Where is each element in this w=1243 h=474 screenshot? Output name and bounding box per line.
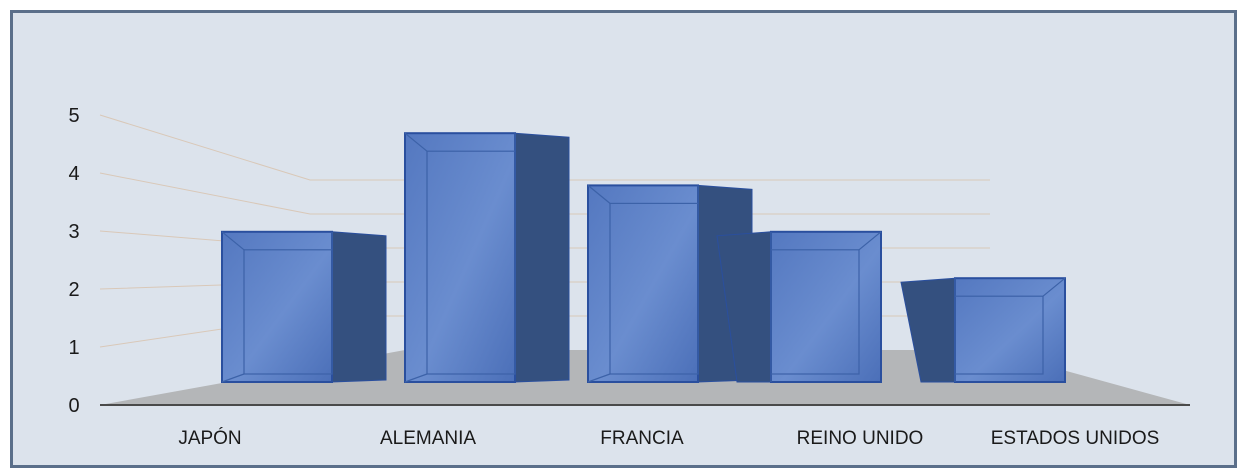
bar-inner-edge <box>426 150 516 375</box>
y-tick-label: 4 <box>68 163 79 185</box>
bar-front-face <box>221 230 333 383</box>
bar-top-edge <box>404 132 428 152</box>
x-tick-label: JAPÓN <box>178 427 241 449</box>
x-tick-label: FRANCIA <box>600 428 684 449</box>
bar-front-face <box>770 230 882 383</box>
y-tick-label: 5 <box>68 105 79 127</box>
bar-inner-edge <box>770 249 860 375</box>
bar-front-face <box>404 132 516 383</box>
x-tick-label: ESTADOS UNIDOS <box>991 428 1160 449</box>
bar-side-face <box>514 132 570 383</box>
y-tick-label: 1 <box>68 337 79 359</box>
bar-top-edge <box>1042 277 1066 297</box>
bar <box>900 277 1066 384</box>
gridline <box>99 114 990 181</box>
x-tick-label: ALEMANIA <box>380 428 476 449</box>
bar-top-edge <box>221 231 245 251</box>
bar-top-edge <box>858 231 882 251</box>
bar-front-face <box>587 184 699 383</box>
y-tick-label: 3 <box>68 221 79 243</box>
bar-bottom-edge <box>404 373 428 383</box>
gridline <box>99 172 990 215</box>
y-tick-label: 0 <box>68 395 79 417</box>
bar-inner-edge <box>954 295 1044 375</box>
y-tick-label: 2 <box>68 279 79 301</box>
bar-front-face <box>954 277 1066 384</box>
bar <box>404 132 570 383</box>
bar-inner-edge <box>243 249 333 375</box>
bar <box>221 230 387 383</box>
x-tick-label: REINO UNIDO <box>797 428 924 449</box>
bar <box>716 230 882 383</box>
bar-bottom-edge <box>221 373 245 383</box>
bar-bottom-edge <box>587 373 611 383</box>
bar-side-face <box>331 231 387 383</box>
bar-inner-edge <box>609 202 699 375</box>
bar-top-edge <box>587 184 611 204</box>
